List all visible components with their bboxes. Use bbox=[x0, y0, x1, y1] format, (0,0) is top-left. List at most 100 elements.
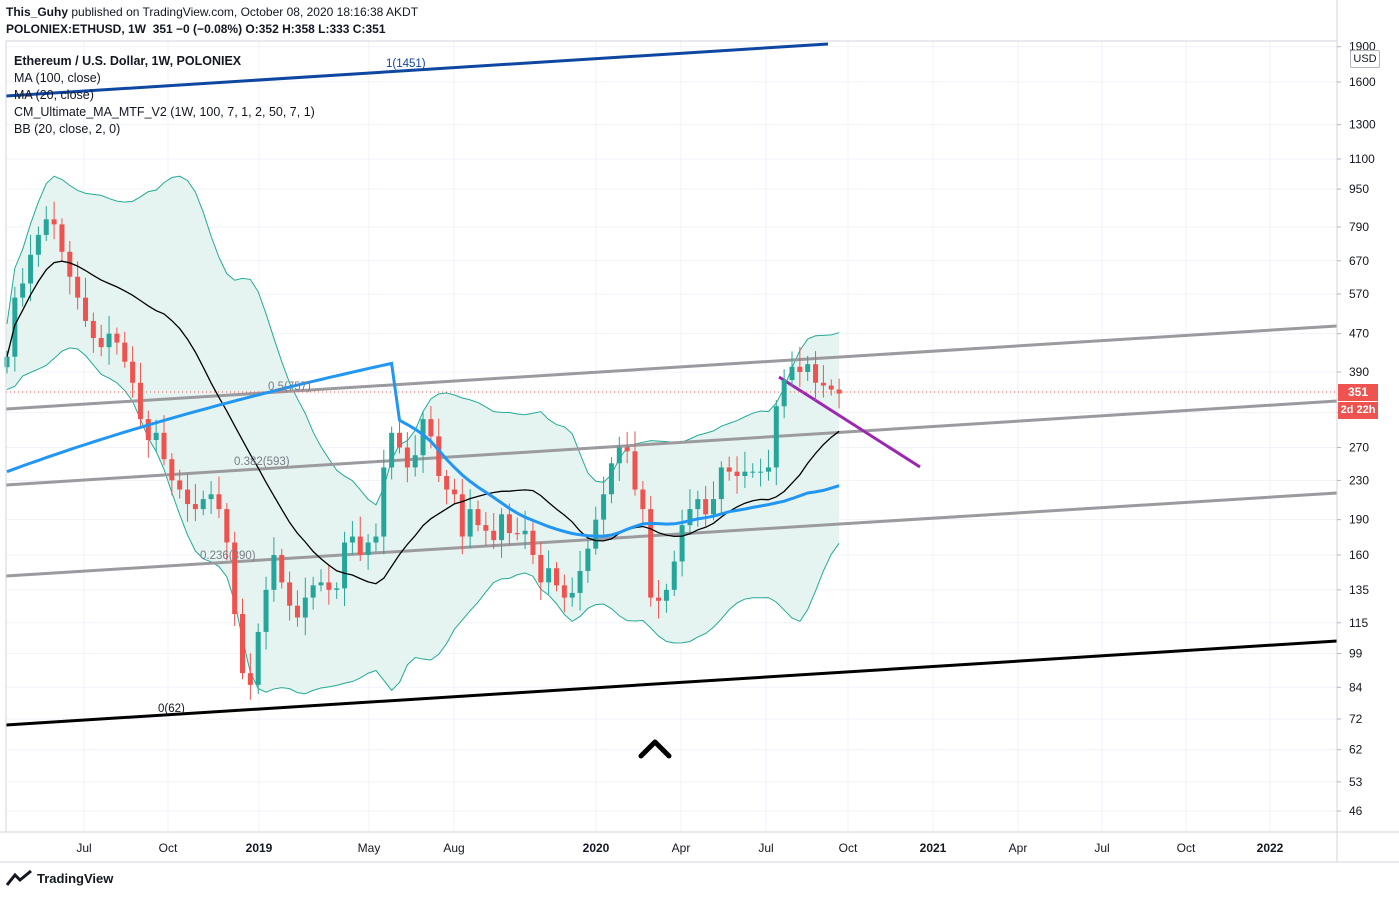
y-tick-label: 72 bbox=[1349, 712, 1363, 726]
candle-body bbox=[758, 471, 764, 473]
publisher-name[interactable]: This_Guhy bbox=[6, 5, 69, 19]
candle-body bbox=[43, 219, 49, 235]
candle-body bbox=[569, 592, 575, 598]
fib-level-label: 1(1451) bbox=[386, 58, 426, 70]
y-tick-label: 390 bbox=[1349, 365, 1369, 379]
candle-body bbox=[28, 254, 34, 284]
tradingview-logo-icon bbox=[6, 870, 32, 886]
candle-body bbox=[781, 380, 787, 407]
chart-legend: Ethereum / U.S. Dollar, 1W, POLONIEX MA … bbox=[14, 53, 315, 138]
publish-info: This_Guhy published on TradingView.com, … bbox=[6, 5, 418, 20]
fib-1-line bbox=[5, 42, 829, 98]
candle-body bbox=[750, 471, 756, 473]
x-tick-label: 2022 bbox=[1257, 841, 1284, 855]
candle-body bbox=[703, 499, 709, 515]
candle-body bbox=[632, 451, 638, 490]
bar-countdown-tag: 2d 22h bbox=[1338, 402, 1378, 419]
y-tick-label: 950 bbox=[1349, 182, 1369, 196]
candle-body bbox=[232, 542, 238, 615]
x-tick-label: Jul bbox=[76, 841, 91, 855]
legend-indicator[interactable]: BB (20, close, 2, 0) bbox=[14, 122, 121, 136]
candle-body bbox=[208, 494, 214, 500]
y-tick-label: 470 bbox=[1349, 327, 1369, 341]
candle-body bbox=[114, 333, 120, 343]
fib-level-label: 0.382(593) bbox=[234, 456, 290, 468]
y-tick-label: 570 bbox=[1349, 287, 1369, 301]
candle-body bbox=[51, 219, 57, 225]
candle-body bbox=[608, 463, 614, 495]
publish-text: published on TradingView.com, October 08… bbox=[71, 5, 419, 19]
candle-body bbox=[161, 432, 167, 460]
candle-body bbox=[561, 585, 567, 598]
legend-indicator[interactable]: MA (20, close) bbox=[14, 88, 94, 102]
candle-body bbox=[255, 631, 261, 685]
legend-title[interactable]: Ethereum / U.S. Dollar, 1W, POLONIEX bbox=[14, 54, 242, 68]
candle-body bbox=[153, 432, 159, 441]
candle-body bbox=[695, 499, 701, 510]
candle-body bbox=[663, 589, 669, 601]
candle-body bbox=[310, 585, 316, 598]
trend-lines bbox=[5, 42, 1338, 759]
candle-body bbox=[616, 447, 622, 464]
x-tick-label: May bbox=[358, 841, 381, 855]
candle-body bbox=[240, 614, 245, 674]
candle-body bbox=[789, 366, 795, 381]
fib-level-label: 0.5(757) bbox=[268, 381, 311, 393]
candle-body bbox=[828, 385, 834, 390]
candle-body bbox=[334, 588, 340, 590]
y-tick-label: 670 bbox=[1349, 254, 1369, 268]
candle-body bbox=[483, 525, 489, 531]
y-tick-label: 160 bbox=[1349, 548, 1369, 562]
candle-body bbox=[83, 297, 88, 321]
fib-level-label: 0.236(390) bbox=[200, 550, 256, 562]
candle-body bbox=[404, 447, 410, 468]
candle-body bbox=[640, 489, 646, 510]
candle-body bbox=[59, 224, 65, 252]
candle-body bbox=[90, 320, 96, 339]
candle-body bbox=[106, 333, 112, 348]
candle-body bbox=[656, 597, 662, 601]
candle-body bbox=[35, 234, 41, 255]
candle-body bbox=[797, 366, 803, 372]
candle-body bbox=[177, 480, 183, 490]
ma-20-line bbox=[6, 260, 840, 585]
candle-body bbox=[624, 447, 630, 452]
candle-body bbox=[585, 548, 591, 571]
candle-body bbox=[67, 251, 73, 277]
moving-averages bbox=[6, 260, 840, 585]
y-tick-label: 115 bbox=[1349, 616, 1368, 630]
candle-body bbox=[451, 489, 457, 495]
candle-body bbox=[357, 536, 363, 555]
candle-body bbox=[734, 471, 740, 476]
candle-body bbox=[412, 455, 418, 468]
legend-indicator[interactable]: MA (100, close) bbox=[14, 71, 101, 85]
y-tick-label: 1300 bbox=[1349, 118, 1376, 132]
candle-body bbox=[75, 276, 81, 298]
candle-body bbox=[145, 419, 151, 441]
y-tick-label: 99 bbox=[1349, 647, 1363, 661]
candle-body bbox=[287, 582, 293, 606]
currency-label[interactable]: USD bbox=[1350, 50, 1380, 68]
candle-body bbox=[813, 364, 819, 383]
candle-body bbox=[475, 509, 481, 526]
candle-body bbox=[687, 509, 693, 526]
candle-body bbox=[820, 382, 826, 386]
footer-brand[interactable]: TradingView bbox=[6, 870, 113, 886]
footer-brand-label: TradingView bbox=[37, 870, 114, 886]
x-tick-label: 2020 bbox=[583, 841, 610, 855]
y-tick-label: 53 bbox=[1349, 775, 1363, 789]
candle-body bbox=[444, 475, 450, 490]
candle-body bbox=[420, 419, 426, 456]
candle-body bbox=[122, 342, 128, 362]
y-tick-label: 135 bbox=[1349, 583, 1369, 597]
legend-indicator[interactable]: CM_Ultimate_MA_MTF_V2 (1W, 100, 7, 1, 2,… bbox=[14, 105, 315, 119]
candle-body bbox=[546, 568, 552, 583]
bb-lower-band bbox=[6, 347, 840, 695]
fib-labels: 1(1451) 0.5(757) 0.382(593) 0.236(390) 0(62) bbox=[158, 58, 426, 715]
candle-body bbox=[436, 436, 442, 476]
candle-body bbox=[302, 597, 308, 618]
candle-body bbox=[593, 519, 599, 549]
candle-body bbox=[20, 283, 26, 298]
y-tick-label: 790 bbox=[1349, 220, 1369, 234]
